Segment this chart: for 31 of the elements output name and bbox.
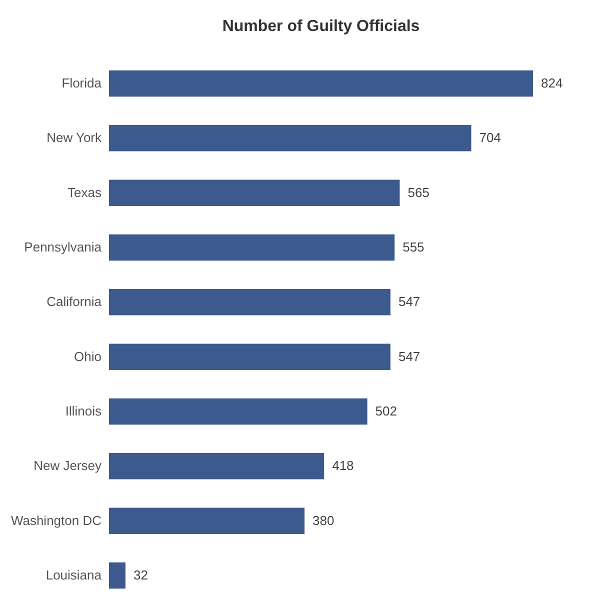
bar	[109, 508, 305, 534]
chart-title: Number of Guilty Officials	[222, 18, 420, 35]
y-tick-label: Pennsylvania	[24, 240, 102, 255]
y-tick-label: Ohio	[74, 348, 102, 364]
data-label: 547	[398, 348, 420, 364]
y-tick-label: Texas	[68, 184, 102, 200]
data-label: 824	[541, 76, 563, 91]
data-label: 547	[398, 294, 420, 310]
data-label: 704	[479, 130, 501, 146]
y-tick-label: Florida	[62, 76, 102, 91]
data-label: 565	[408, 184, 430, 200]
bar	[109, 234, 395, 261]
bar	[109, 70, 533, 97]
bar	[109, 289, 390, 316]
bar	[109, 180, 400, 206]
data-label: 418	[332, 458, 354, 474]
data-label: 32	[133, 567, 148, 582]
bar	[109, 562, 126, 589]
bar	[109, 344, 390, 370]
bar	[109, 453, 324, 480]
data-label: 502	[375, 403, 398, 418]
y-tick-label: Washington DC	[10, 512, 102, 528]
y-tick-label: New York	[46, 130, 102, 146]
bar	[109, 398, 368, 425]
data-label: 555	[402, 240, 424, 255]
y-tick-label: Louisiana	[46, 567, 102, 582]
y-tick-label: Illinois	[65, 403, 102, 418]
y-tick-label: New Jersey	[34, 458, 102, 474]
bar	[109, 125, 472, 152]
y-tick-label: California	[46, 294, 102, 310]
data-label: 380	[312, 512, 334, 528]
